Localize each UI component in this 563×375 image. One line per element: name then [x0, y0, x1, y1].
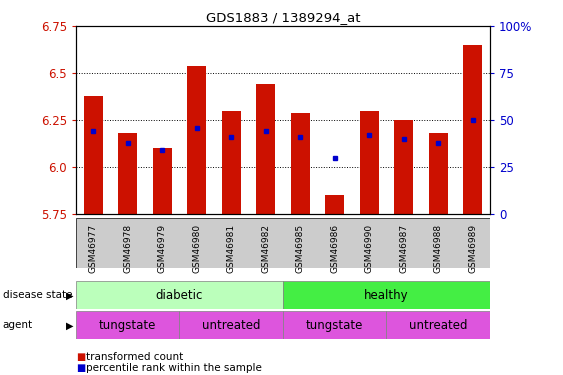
Text: GSM46986: GSM46986 — [330, 224, 339, 273]
Bar — [187, 66, 206, 214]
FancyBboxPatch shape — [386, 311, 490, 339]
Bar — [360, 111, 378, 214]
Bar — [325, 195, 344, 214]
Text: ■: ■ — [76, 352, 85, 362]
Text: healthy: healthy — [364, 289, 409, 302]
Text: disease state: disease state — [3, 290, 72, 300]
FancyBboxPatch shape — [283, 281, 490, 309]
Text: GSM46982: GSM46982 — [261, 224, 270, 273]
Text: tungstate: tungstate — [306, 319, 363, 332]
FancyBboxPatch shape — [283, 311, 386, 339]
Bar — [222, 111, 240, 214]
Text: ■: ■ — [76, 363, 85, 373]
Bar — [463, 45, 482, 214]
Text: tungstate: tungstate — [99, 319, 157, 332]
Bar — [428, 133, 448, 214]
Text: transformed count: transformed count — [86, 352, 183, 362]
Bar — [291, 112, 310, 214]
Text: GSM46980: GSM46980 — [192, 224, 201, 273]
Text: GSM46990: GSM46990 — [365, 224, 374, 273]
Text: untreated: untreated — [409, 319, 467, 332]
Bar — [256, 84, 275, 214]
FancyBboxPatch shape — [76, 311, 180, 339]
FancyBboxPatch shape — [76, 281, 283, 309]
Text: GSM46981: GSM46981 — [227, 224, 236, 273]
Text: ▶: ▶ — [66, 290, 74, 300]
Text: untreated: untreated — [202, 319, 261, 332]
Text: GSM46988: GSM46988 — [434, 224, 443, 273]
FancyBboxPatch shape — [76, 217, 490, 268]
Title: GDS1883 / 1389294_at: GDS1883 / 1389294_at — [205, 11, 360, 24]
Text: GSM46977: GSM46977 — [89, 224, 98, 273]
Text: GSM46978: GSM46978 — [123, 224, 132, 273]
Text: percentile rank within the sample: percentile rank within the sample — [86, 363, 261, 373]
FancyBboxPatch shape — [180, 311, 283, 339]
Text: GSM46985: GSM46985 — [296, 224, 305, 273]
Bar — [153, 148, 172, 214]
Text: GSM46987: GSM46987 — [399, 224, 408, 273]
Text: agent: agent — [3, 320, 33, 330]
Text: GSM46979: GSM46979 — [158, 224, 167, 273]
Text: GSM46989: GSM46989 — [468, 224, 477, 273]
Text: ▶: ▶ — [66, 320, 74, 330]
Bar — [118, 133, 137, 214]
Bar — [84, 96, 102, 214]
Text: diabetic: diabetic — [156, 289, 203, 302]
Bar — [394, 120, 413, 214]
